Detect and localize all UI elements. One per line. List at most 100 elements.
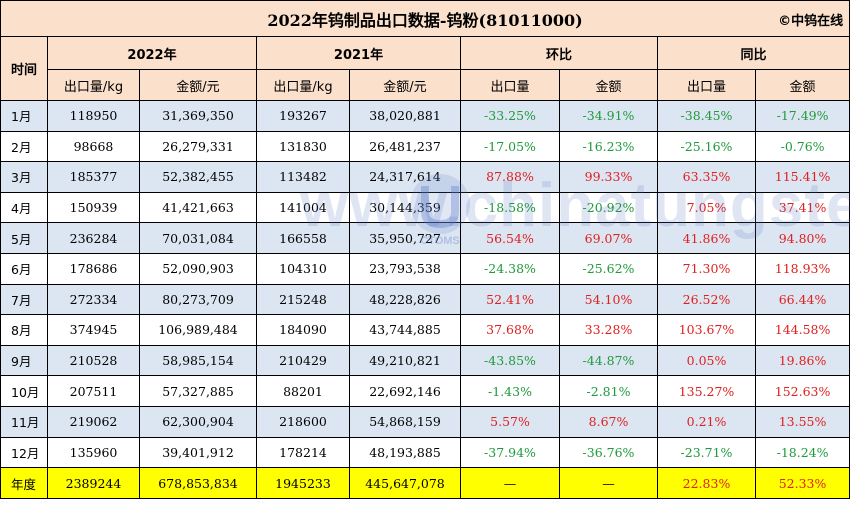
- cell-mom-a: 54.10%: [559, 283, 658, 316]
- cell-mom-q: 5.57%: [460, 405, 560, 438]
- cell-a2021: 54,868,159: [349, 405, 461, 438]
- cell-mom-q: 87.88%: [460, 161, 560, 193]
- cell-yoy-q: 41.86%: [657, 222, 756, 254]
- cell-q2022: 236284: [47, 222, 140, 254]
- cell-q2022: 2389244: [47, 467, 140, 500]
- cell-a2022: 26,279,331: [139, 130, 257, 163]
- cell-a2021: 38,020,881: [349, 100, 461, 132]
- cell-month: 5月: [0, 222, 48, 254]
- cell-q2021: 215248: [256, 283, 350, 316]
- cell-month: 1月: [0, 100, 48, 132]
- cell-q2022: 207511: [47, 375, 140, 407]
- table-row: 5月 236284 70,031,084 166558 35,950,727 56.54%…: [0, 222, 850, 254]
- cell-month: 6月: [0, 252, 48, 285]
- cell-a2022: 52,090,903: [139, 252, 257, 285]
- cell-yoy-q: 63.35%: [657, 161, 756, 193]
- cell-q2021: 210429: [256, 344, 350, 377]
- cell-mom-q: —: [460, 467, 560, 500]
- cell-yoy-a: -0.76%: [754, 130, 850, 163]
- cell-a2022: 41,421,663: [139, 191, 257, 224]
- cell-yoy-q: 103.67%: [657, 314, 756, 346]
- cell-yoy-a: 13.55%: [754, 405, 850, 438]
- cell-q2021: 193267: [256, 100, 350, 132]
- table-row: 9月 210528 58,985,154 210429 49,210,821 -43.85…: [0, 344, 850, 377]
- cell-q2022: 272334: [47, 283, 140, 316]
- cell-q2022: 210528: [47, 344, 140, 377]
- cell-q2022: 219062: [47, 405, 140, 438]
- cell-a2021: 48,193,885: [349, 436, 461, 469]
- cell-mom-q: 52.41%: [460, 283, 560, 316]
- cell-a2022: 80,273,709: [139, 283, 257, 316]
- cell-mom-q: 37.68%: [460, 314, 560, 346]
- cell-yoy-q: 22.83%: [657, 467, 756, 500]
- cell-q2021: 218600: [256, 405, 350, 438]
- cell-q2021: 113482: [256, 161, 350, 193]
- cell-yoy-q: 135.27%: [657, 375, 756, 407]
- cell-mom-a: -34.91%: [559, 100, 658, 132]
- cell-q2022: 135960: [47, 436, 140, 469]
- cell-mom-a: 8.67%: [559, 405, 658, 438]
- cell-a2021: 49,210,821: [349, 344, 461, 377]
- table-row: 12月 135960 39,401,912 178214 48,193,885 -37.9…: [0, 436, 850, 469]
- cell-month: 4月: [0, 191, 48, 224]
- cell-yoy-a: 118.93%: [754, 252, 850, 285]
- cell-a2022: 39,401,912: [139, 436, 257, 469]
- cell-mom-a: -2.81%: [559, 375, 658, 407]
- cell-yoy-a: 66.44%: [754, 283, 850, 316]
- cell-month: 年度: [0, 467, 48, 500]
- cell-yoy-q: 0.21%: [657, 405, 756, 438]
- header-time: 时间: [0, 36, 48, 101]
- cell-a2022: 678,853,834: [139, 467, 257, 500]
- cell-q2022: 185377: [47, 161, 140, 193]
- cell-q2021: 141004: [256, 191, 350, 224]
- table-row: 10月 207511 57,327,885 88201 22,692,146 -1.43%…: [0, 375, 850, 407]
- cell-mom-a: -16.23%: [559, 130, 658, 163]
- cell-q2022: 118950: [47, 100, 140, 132]
- cell-q2022: 150939: [47, 191, 140, 224]
- table-row: 7月 272334 80,273,709 215248 48,228,826 52.41%…: [0, 283, 850, 316]
- cell-q2021: 178214: [256, 436, 350, 469]
- cell-mom-q: -1.43%: [460, 375, 560, 407]
- cell-a2021: 30,144,359: [349, 191, 461, 224]
- cell-a2022: 31,369,350: [139, 100, 257, 132]
- table-row: 4月 150939 41,421,663 141004 30,144,359 -18.58…: [0, 191, 850, 224]
- cell-month: 3月: [0, 161, 48, 193]
- header-2022-amount: 金额/元: [139, 69, 257, 101]
- cell-month: 10月: [0, 375, 48, 407]
- cell-mom-q: -24.38%: [460, 252, 560, 285]
- cell-q2021: 131830: [256, 130, 350, 163]
- header-yoy: 同比: [656, 36, 850, 70]
- cell-yoy-q: 71.30%: [657, 252, 756, 285]
- cell-a2021: 43,744,885: [349, 314, 461, 346]
- cell-q2022: 178686: [47, 252, 140, 285]
- cell-yoy-a: -18.24%: [754, 436, 850, 469]
- cell-yoy-q: -23.71%: [657, 436, 756, 469]
- cell-a2021: 35,950,727: [349, 222, 461, 254]
- header-yoy-qty: 出口量: [657, 69, 756, 101]
- cell-mom-a: -20.92%: [559, 191, 658, 224]
- header-mom-amount: 金额: [559, 69, 658, 101]
- header-2022: 2022年: [47, 36, 257, 70]
- cell-month: 9月: [0, 344, 48, 377]
- header-2021: 2021年: [256, 36, 461, 70]
- cell-a2021: 48,228,826: [349, 283, 461, 316]
- cell-mom-a: -44.87%: [559, 344, 658, 377]
- cell-a2022: 58,985,154: [139, 344, 257, 377]
- cell-q2021: 104310: [256, 252, 350, 285]
- cell-q2021: 1945233: [256, 467, 350, 500]
- page-title: 2022年钨制品出口数据-钨粉(81011000): [267, 10, 583, 30]
- cell-a2022: 70,031,084: [139, 222, 257, 254]
- cell-month: 12月: [0, 436, 48, 469]
- cell-yoy-a: 37.41%: [754, 191, 850, 224]
- cell-yoy-a: 144.58%: [754, 314, 850, 346]
- title-cell: 2022年钨制品出口数据-钨粉(81011000) ©中钨在线: [0, 0, 850, 37]
- cell-q2021: 184090: [256, 314, 350, 346]
- cell-q2022: 374945: [47, 314, 140, 346]
- header-2021-qty: 出口量/kg: [256, 69, 350, 101]
- cell-yoy-a: 152.63%: [754, 375, 850, 407]
- cell-yoy-a: 94.80%: [754, 222, 850, 254]
- cell-yoy-q: -38.45%: [657, 100, 756, 132]
- cell-mom-q: -37.94%: [460, 436, 560, 469]
